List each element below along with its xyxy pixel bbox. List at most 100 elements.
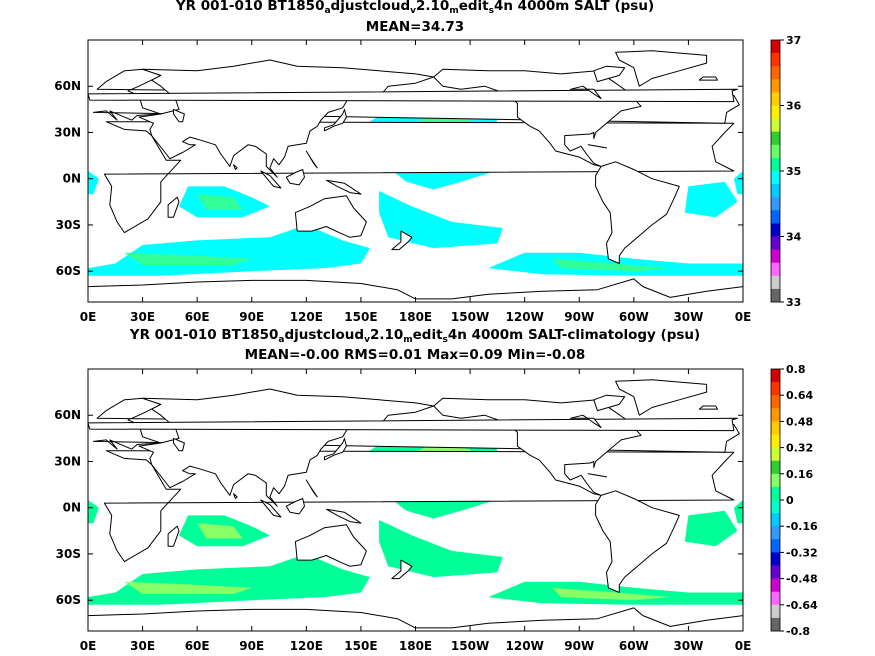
coastline-uk: [88, 417, 738, 432]
colorbar-swatch: [771, 382, 780, 396]
colorbar-swatch: [771, 236, 780, 250]
lat-label: 0N: [63, 172, 81, 186]
coastline-newzealand: [391, 230, 413, 251]
coastline-caspian: [173, 108, 185, 123]
colorbar: 0.8 0.64 0.48 0.32 0.16 0 -0.16 -0.32 -0.48 -0.64…: [770, 363, 818, 638]
colorbar-label: 0.16: [786, 468, 813, 481]
colorbar: 37 36 35 34 33: [770, 34, 802, 309]
lon-label: 120W: [506, 639, 544, 653]
coastline-iceland: [698, 405, 718, 410]
lon-label: 30E: [130, 639, 155, 653]
field-region: [197, 194, 243, 210]
lon-label: 60E: [185, 310, 210, 324]
coastline-srilanka: [233, 493, 238, 499]
lon-label: 120E: [290, 310, 323, 324]
field-region: [684, 181, 738, 218]
colorbar-label: 0.8: [786, 363, 806, 376]
top-map-title: YR 001-010 BT1850adjustcloudv2.10medits4…: [175, 0, 655, 16]
lat-label: 0N: [63, 501, 81, 515]
colorbar-swatch: [771, 288, 780, 303]
lat-label: 30N: [54, 454, 81, 468]
map-panel-1: 60N 30N 0N 30S 60S 0E 30E 60E 90E 120E 150E 180E 150…: [54, 34, 801, 324]
colorbar-label: -0.16: [786, 520, 818, 533]
lon-label: 0E: [80, 639, 97, 653]
lat-label: 60N: [54, 408, 81, 422]
map-panel-2: 60N 30N 0N 30S 60S 0E 30E 60E 90E 120E 150E 180E 150…: [54, 363, 818, 653]
bottom-map-subtitle: MEAN=-0.00 RMS=0.01 Max=0.09 Min=-0.08: [244, 347, 586, 363]
coastline-madagascar: [167, 525, 180, 547]
colorbar-swatch: [771, 210, 780, 224]
coastline-sumatra: [260, 170, 282, 189]
colorbar-swatch: [771, 131, 780, 146]
colorbar-swatch: [771, 473, 780, 488]
coastline-antarctica: [88, 278, 743, 302]
field-region: [124, 252, 252, 265]
lon-label: 120W: [506, 310, 544, 324]
colorbar-swatch: [771, 249, 780, 263]
colorbar-swatch: [771, 526, 780, 540]
lon-label: 0E: [735, 310, 752, 324]
coastline-australia: [294, 524, 367, 567]
colorbar-swatch: [771, 66, 780, 80]
coastline-uk: [88, 88, 738, 103]
field-region: [88, 171, 99, 195]
lon-label: 90E: [239, 639, 264, 653]
lon-label: 90W: [564, 310, 594, 324]
colorbar-label: -0.32: [786, 546, 818, 559]
colorbar-swatch: [771, 262, 780, 277]
colorbar-swatch: [771, 197, 780, 211]
coastline-iceland: [698, 76, 718, 81]
coastline-baffin: [593, 65, 626, 83]
colorbar-swatch: [771, 157, 780, 172]
colorbar-swatch: [771, 40, 780, 54]
colorbar-swatch: [771, 552, 780, 566]
colorbar-swatch: [771, 617, 780, 632]
field-region: [379, 191, 503, 249]
colorbar-swatch: [771, 395, 780, 409]
lon-label: 60W: [619, 639, 649, 653]
colorbar-label: -0.64: [786, 599, 818, 612]
lon-label: 60W: [619, 310, 649, 324]
lon-label: 30E: [130, 310, 155, 324]
field-region: [552, 587, 671, 601]
colorbar-swatch: [771, 53, 780, 67]
colorbar-swatch: [771, 105, 780, 119]
coastline-samerica: [595, 490, 680, 593]
coastline-greenland: [615, 379, 708, 416]
colorbar-swatch: [771, 171, 780, 185]
lon-label: 150W: [451, 639, 489, 653]
lat-label: 60S: [56, 264, 81, 278]
colorbar-swatch: [771, 447, 780, 461]
coastline-srilanka: [233, 164, 238, 170]
colorbar-swatch: [771, 539, 780, 553]
coastlines: [88, 50, 743, 302]
coastline-japan: [324, 437, 347, 461]
colorbar-label: 36: [786, 100, 802, 113]
colorbar-label: 37: [786, 34, 801, 47]
coastline-hudson: [569, 85, 602, 100]
top-map-subtitle: MEAN=34.73: [365, 19, 465, 35]
coastline-cuba: [587, 473, 607, 478]
field-region: [379, 520, 503, 578]
coastline-sumatra: [260, 499, 282, 518]
colorbar-swatch: [771, 486, 780, 501]
colorbar-swatch: [771, 408, 780, 422]
colorbar-swatch: [771, 118, 780, 132]
lon-label: 90E: [239, 310, 264, 324]
colorbar-swatch: [771, 591, 780, 606]
coastline-newzealand: [391, 559, 413, 580]
colorbar-swatch: [771, 275, 780, 290]
coastline-japan: [324, 108, 347, 132]
colorbar-label: -0.8: [786, 625, 810, 638]
coastline-greenland: [615, 50, 708, 87]
lon-label: 150E: [344, 310, 377, 324]
coastline-asia: [138, 388, 435, 507]
field-region: [124, 581, 252, 594]
bottom-map-title: YR 001-010 BT1850adjustcloudv2.10medits4…: [129, 327, 701, 345]
lat-label: 30N: [54, 125, 81, 139]
colorbar-swatch: [771, 92, 780, 106]
colorbar-swatch: [771, 500, 780, 514]
coastline-newguinea: [325, 179, 362, 195]
colorbar-swatch: [771, 578, 780, 592]
